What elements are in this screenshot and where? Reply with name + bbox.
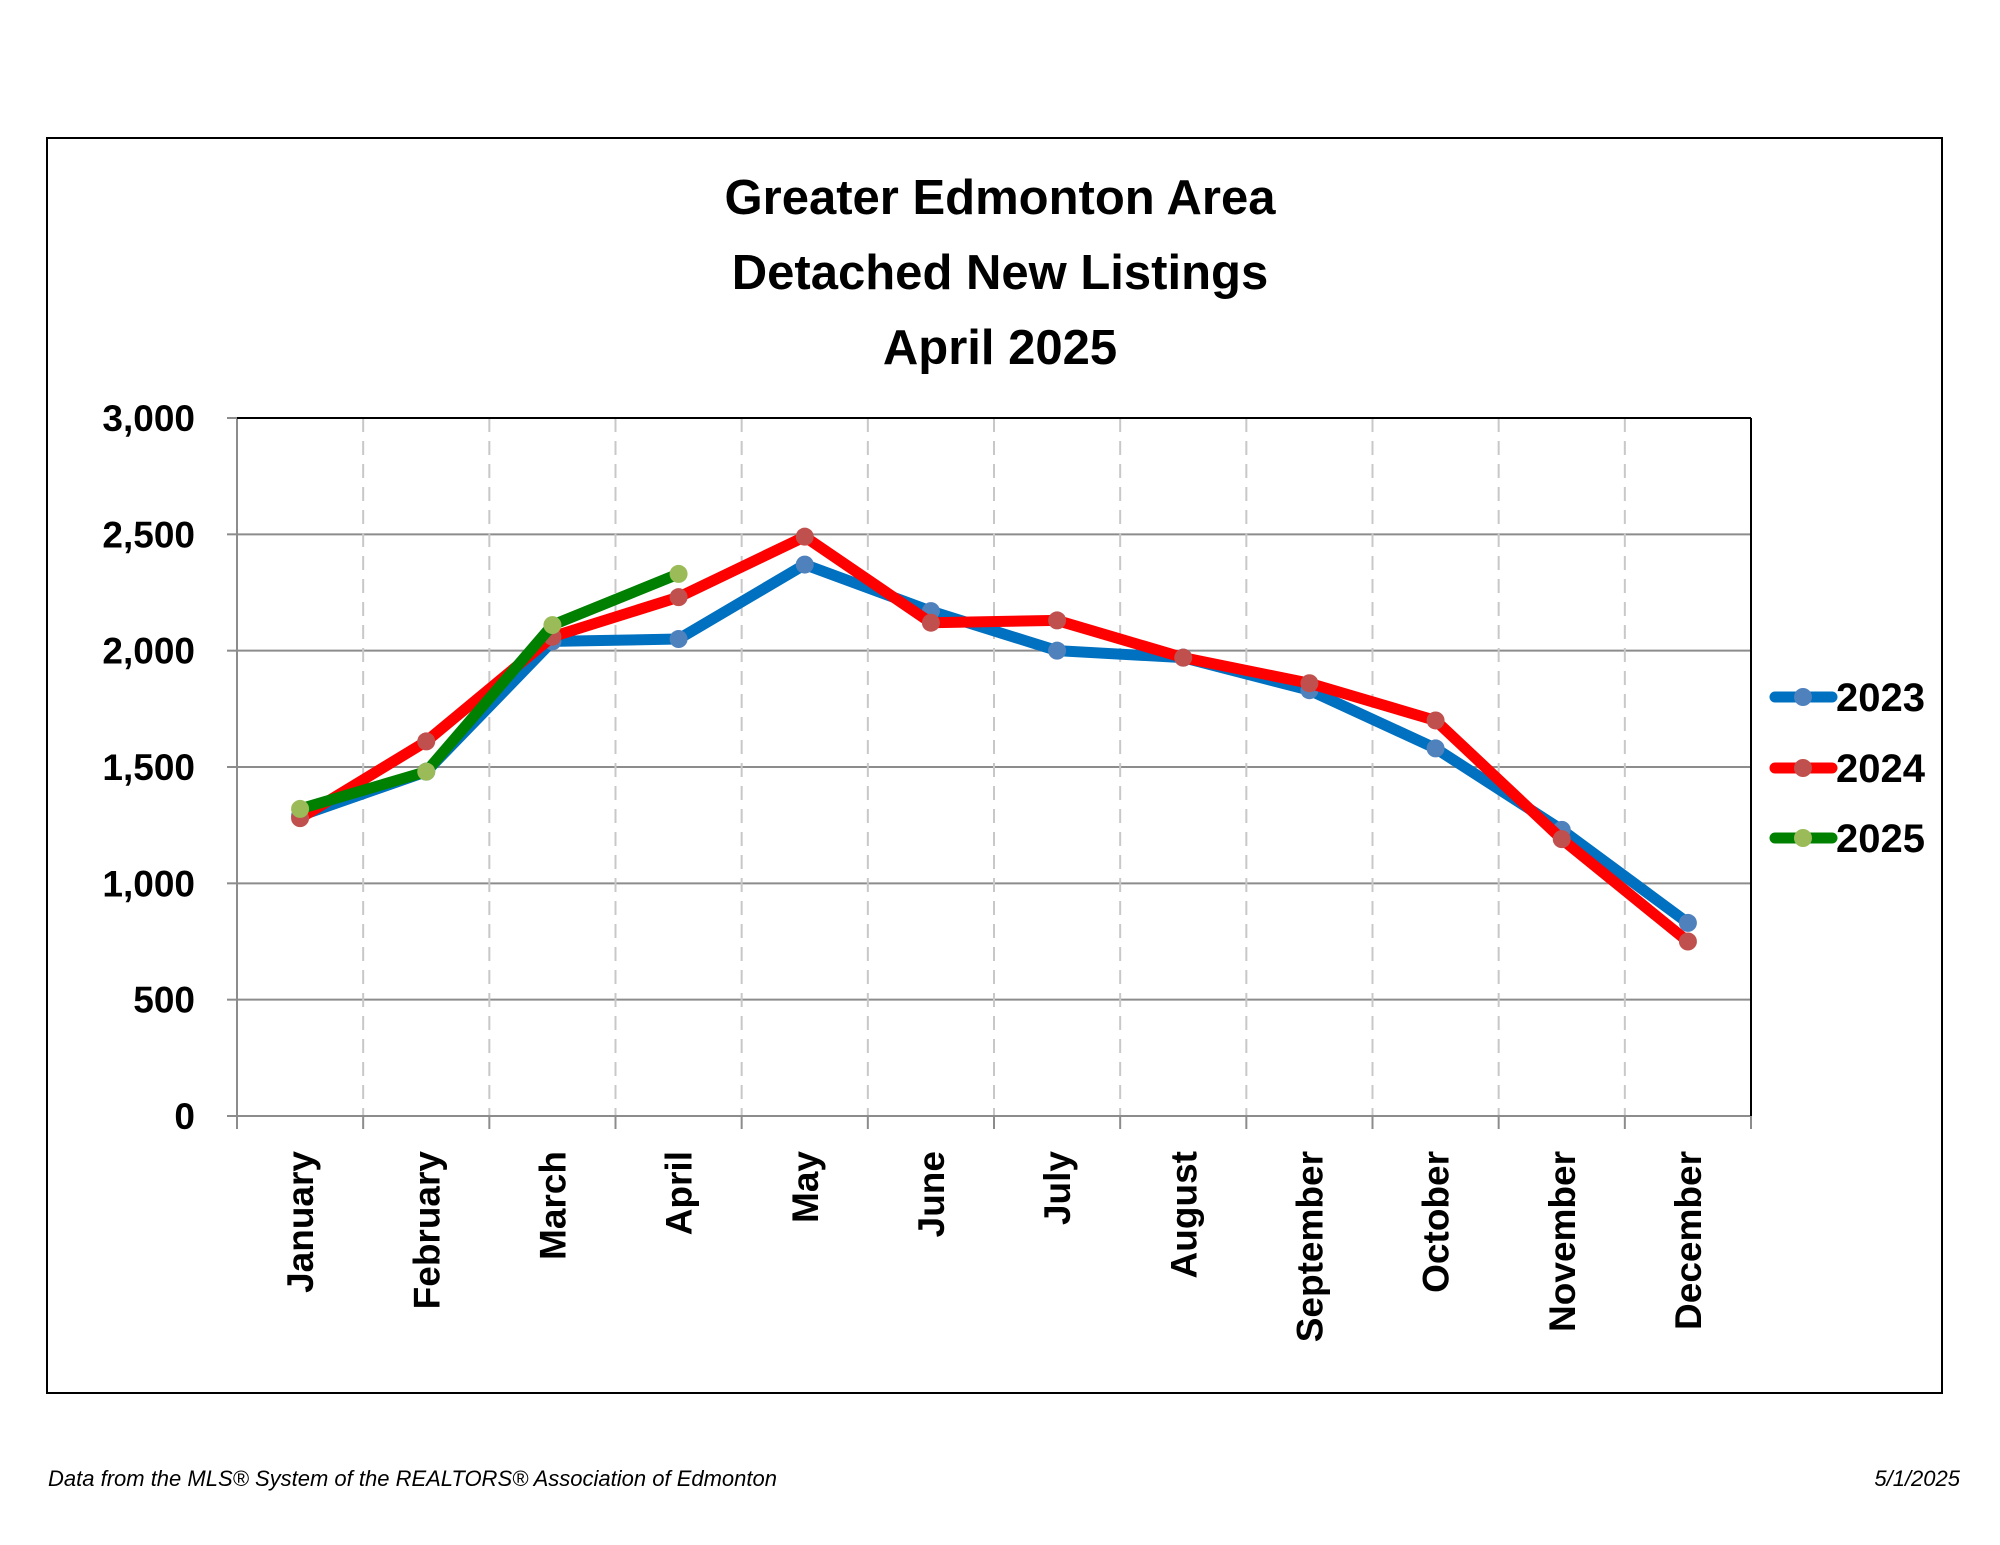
x-tick-label: May — [785, 1151, 826, 1223]
data-source-note: Data from the MLS® System of the REALTOR… — [48, 1466, 777, 1491]
data-point-2024 — [1048, 611, 1067, 630]
x-tick-label: June — [911, 1151, 952, 1237]
data-point-2024 — [669, 588, 688, 607]
data-point-2023 — [795, 555, 814, 574]
data-point-2025 — [291, 799, 310, 818]
legend-label: 2024 — [1836, 747, 1926, 791]
data-point-2024 — [417, 732, 436, 751]
data-point-2025 — [417, 762, 436, 781]
title-line-3: April 2025 — [883, 321, 1117, 375]
x-tick-label: March — [532, 1151, 573, 1260]
series-line-2023 — [294, 559, 1694, 929]
y-tick-label: 1,000 — [102, 863, 195, 904]
y-tick-label: 3,000 — [102, 398, 195, 439]
report-date: 5/1/2025 — [1874, 1466, 1960, 1491]
data-point-2024 — [1426, 711, 1445, 730]
data-point-2024 — [1300, 674, 1319, 693]
y-tick-label: 500 — [133, 980, 195, 1021]
x-tick-label: October — [1416, 1151, 1457, 1293]
data-point-2023 — [669, 630, 688, 649]
legend-marker-2023 — [1794, 688, 1812, 706]
data-point-2024 — [1678, 932, 1697, 951]
x-tick-label: January — [280, 1151, 321, 1293]
title-line-2: Detached New Listings — [732, 246, 1268, 300]
data-point-2024 — [1552, 830, 1571, 849]
x-tick-label: August — [1163, 1151, 1204, 1278]
data-point-2024 — [921, 613, 940, 632]
title-line-1: Greater Edmonton Area — [725, 171, 1277, 225]
data-point-2025 — [669, 564, 688, 583]
y-tick-label: 2,000 — [102, 631, 195, 672]
legend-marker-2025 — [1794, 829, 1812, 847]
y-tick-label: 0 — [174, 1096, 195, 1137]
x-tick-label: November — [1542, 1151, 1583, 1332]
x-tick-label: September — [1289, 1151, 1330, 1342]
data-point-2023 — [1678, 913, 1697, 932]
legend-label: 2025 — [1836, 817, 1925, 861]
chart-frame — [46, 137, 1943, 1394]
legend-label: 2023 — [1836, 676, 1925, 720]
legend-marker-2024 — [1794, 759, 1812, 777]
data-point-2024 — [795, 527, 814, 546]
x-tick-label: December — [1668, 1151, 1709, 1330]
x-tick-label: February — [406, 1151, 447, 1310]
y-tick-label: 1,500 — [102, 747, 195, 788]
x-tick-label: April — [659, 1151, 700, 1235]
x-tick-label: July — [1037, 1151, 1078, 1225]
y-tick-label: 2,500 — [102, 514, 195, 555]
data-point-2025 — [543, 616, 562, 635]
data-point-2023 — [1048, 641, 1067, 660]
plot-area: 0 500 1,000 1,500 2,000 2,500 3,000 January Febr… — [102, 398, 1925, 1342]
data-point-2023 — [1426, 739, 1445, 758]
chart-title: Greater Edmonton Area Detached New Listi… — [725, 171, 1277, 375]
data-point-2024 — [1174, 648, 1193, 667]
series-line-2025 — [294, 568, 685, 815]
